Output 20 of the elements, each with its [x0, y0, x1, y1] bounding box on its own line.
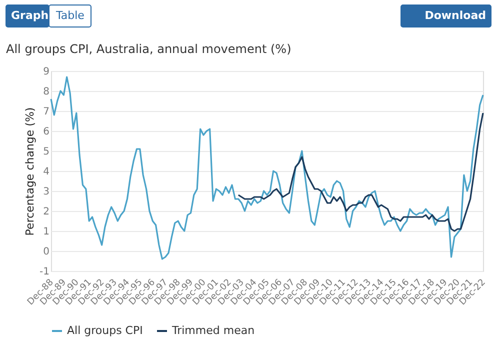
line-series [50, 76, 484, 260]
y-tick-label: 1 [43, 226, 50, 238]
y-tick-label: 2 [43, 206, 50, 218]
text: Download [424, 9, 486, 22]
y-tick-label: 6 [43, 126, 50, 138]
text: Graph [11, 9, 49, 22]
y-tick-label: 9 [43, 66, 50, 78]
y-tick-label: -1 [40, 266, 50, 278]
y-tick-label: 7 [43, 106, 50, 118]
legend-label: All groups CPI [67, 324, 143, 337]
line-series [238, 112, 484, 232]
legend-label: Trimmed mean [171, 324, 255, 337]
y-tick-label: 3 [43, 186, 50, 198]
y-tick-label: 4 [43, 166, 50, 178]
y-axis-title: Percentage change (%) [24, 107, 37, 236]
y-tick-label: 8 [43, 86, 50, 98]
text: Table [55, 9, 85, 22]
chart-title: All groups CPI, Australia, annual movement (%) [6, 42, 292, 56]
y-tick-label: 0 [43, 246, 50, 258]
y-tick-label: 5 [43, 146, 50, 158]
